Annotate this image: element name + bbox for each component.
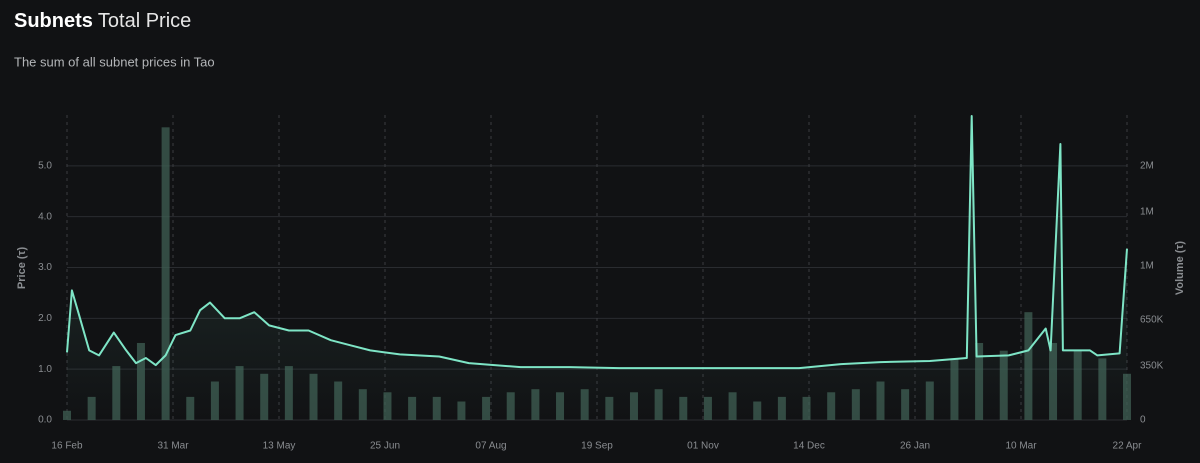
y2-tick-label: 1M (1140, 261, 1154, 272)
title-bold: Subnets (14, 10, 93, 32)
volume-bar (161, 127, 170, 420)
title-light: Total Price (98, 10, 191, 32)
x-tick-label: 07 Aug (475, 441, 506, 452)
y-tick-label: 3.0 (38, 262, 52, 273)
y-tick-label: 0.0 (38, 415, 52, 426)
x-tick-label: 31 Mar (157, 441, 189, 452)
x-tick-label: 10 Mar (1005, 441, 1037, 452)
y2-axis-title: Volume (τ) (1174, 241, 1186, 296)
y2-tick-label: 2M (1140, 160, 1154, 171)
y2-tick-label: 650K (1140, 315, 1164, 326)
chart-title: Subnets Total Price (14, 10, 191, 32)
x-tick-label: 16 Feb (51, 441, 83, 452)
price-line (66, 115, 1128, 370)
y-tick-label: 5.0 (38, 160, 52, 171)
subtitle: The sum of all subnet prices in Tao (14, 54, 215, 69)
y2-tick-label: 0 (1140, 415, 1146, 426)
x-tick-label: 19 Sep (581, 441, 613, 452)
x-tick-label: 25 Jun (370, 441, 400, 452)
y-tick-label: 4.0 (38, 211, 52, 222)
x-tick-label: 22 Apr (1113, 441, 1143, 452)
x-tick-label: 13 May (263, 441, 296, 452)
y-tick-label: 2.0 (38, 313, 52, 324)
y-axis-title: Price (τ) (16, 247, 28, 290)
x-tick-label: 26 Jan (900, 441, 930, 452)
y2-tick-label: 1M (1140, 207, 1154, 218)
price-area (67, 116, 1127, 420)
x-tick-label: 14 Dec (793, 441, 825, 452)
x-tick-label: 01 Nov (687, 441, 719, 452)
y2-tick-label: 350K (1140, 361, 1164, 372)
y-tick-label: 1.0 (38, 364, 52, 375)
